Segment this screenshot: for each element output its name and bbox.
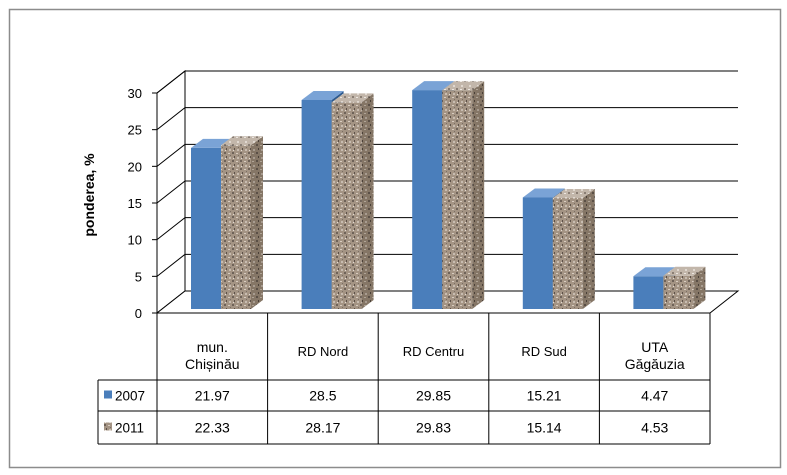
legend-label: 2011	[115, 421, 144, 436]
gridline	[156, 143, 738, 167]
chart-walls: 0 5 10 15 20 25 30	[128, 69, 740, 321]
gridline	[156, 180, 738, 204]
category-label: Găgăuzia	[625, 356, 685, 372]
data-label: 29.85	[416, 388, 451, 404]
data-label: 28.5	[309, 388, 336, 404]
bar-top-face	[331, 93, 374, 103]
bar-side-face	[582, 188, 595, 309]
category-label: UTA	[641, 339, 669, 355]
bars-layer	[191, 81, 706, 309]
bar-front-face	[221, 145, 251, 309]
category-label: mun.	[197, 339, 228, 355]
data-label: 15.21	[527, 388, 562, 404]
bar-side-face	[472, 81, 485, 309]
y-tick-label: 15	[128, 196, 142, 211]
bar-top-face	[552, 188, 595, 198]
bar-front-face	[663, 275, 694, 309]
bar	[663, 266, 706, 309]
y-tick-label: 5	[135, 269, 142, 284]
legend-key	[104, 390, 112, 399]
bar-top-face	[412, 81, 455, 91]
bar-top-face	[301, 91, 344, 100]
category-label: RD Sud	[521, 344, 567, 359]
data-label: 21.97	[195, 388, 230, 404]
bar-front-face	[331, 102, 362, 309]
bar-top-face	[633, 267, 676, 277]
y-axis-title: ponderea, %	[81, 153, 97, 237]
bar-top-face	[522, 188, 565, 198]
bar-front-face	[412, 90, 443, 309]
gridline	[156, 107, 738, 131]
bar-side-face	[693, 266, 706, 309]
bar-side-face	[361, 93, 374, 309]
data-label: 28.17	[305, 420, 340, 436]
gridline	[156, 70, 738, 94]
bar-side-face	[251, 136, 263, 309]
data-table: mun.Chișinău RD Nord RD Centru RD Sud UTAGăg…	[97, 312, 711, 445]
bar-front-face	[191, 147, 221, 309]
data-label: 22.33	[195, 420, 230, 436]
bar-front-face	[522, 197, 553, 309]
data-label: 15.14	[527, 420, 562, 436]
data-label: 4.53	[641, 420, 668, 436]
bar-top-face	[442, 81, 485, 91]
category-label: RD Centru	[403, 344, 464, 359]
figure-border	[8, 8, 782, 469]
bar-top-face	[663, 266, 706, 276]
legend-key	[104, 422, 112, 431]
bar-front-face	[633, 276, 664, 309]
legend-label: 2007	[115, 389, 145, 404]
bar	[552, 188, 595, 309]
bar-front-face	[552, 197, 583, 309]
bar	[331, 93, 374, 309]
data-label: 29.83	[416, 420, 451, 436]
category-label: Chișinău	[185, 356, 239, 372]
y-tick-label: 30	[128, 86, 142, 101]
bar-front-face	[442, 90, 473, 309]
y-tick-label: 0	[135, 306, 142, 321]
bar-top-face	[221, 136, 263, 146]
category-label: RD Nord	[298, 344, 349, 359]
bar	[221, 136, 263, 309]
y-tick-label: 20	[128, 159, 142, 174]
bar	[442, 81, 485, 309]
y-tick-label: 10	[128, 233, 142, 248]
data-label: 4.47	[641, 388, 668, 404]
bar-front-face	[301, 100, 332, 309]
y-tick-label: 25	[128, 123, 142, 138]
